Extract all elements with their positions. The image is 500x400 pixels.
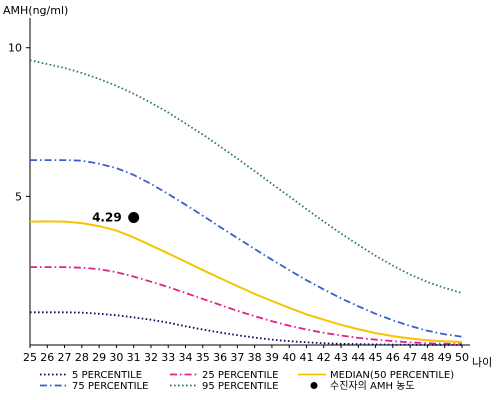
- series-line-95-percentile: [29, 59, 463, 294]
- x-tick-label: 44: [351, 351, 365, 364]
- y-tick-label: 5: [15, 190, 22, 203]
- x-tick-label: 49: [438, 351, 452, 364]
- legend-item: MEDIAN(50 PERCENTILE): [298, 370, 454, 381]
- x-ticks: 25 26 27 28 29 30 31 32 33 34 35 36 37 38 39 40 41 42 43 44…: [23, 345, 469, 364]
- series-lines: [29, 59, 463, 346]
- series-line-5-percentile: [30, 311, 462, 346]
- x-tick-label: 48: [420, 351, 434, 364]
- x-tick-label: 46: [386, 351, 400, 364]
- legend-label: 95 PERCENTILE: [202, 381, 278, 392]
- x-tick-label: 39: [265, 351, 279, 364]
- legend-label: MEDIAN(50 PERCENTILE): [330, 370, 454, 381]
- x-tick-label: 38: [248, 351, 262, 364]
- x-tick-label: 31: [127, 351, 141, 364]
- y-axis-title: AMH(ng/ml): [3, 4, 68, 17]
- x-tick-label: 25: [23, 351, 37, 364]
- legend-item: 95 PERCENTILE: [170, 381, 278, 392]
- x-tick-label: 34: [179, 351, 193, 364]
- x-tick-label: 35: [196, 351, 210, 364]
- series-line-25-percentile: [30, 266, 463, 346]
- series-line-median-50-percentile: [29, 220, 463, 344]
- legend-label: 75 PERCENTILE: [72, 381, 148, 392]
- y-tick-label: 10: [8, 42, 22, 55]
- x-tick-label: 28: [75, 351, 89, 364]
- x-tick-label: 32: [144, 351, 158, 364]
- legend-label: 5 PERCENTILE: [72, 370, 142, 381]
- legend-label: 수진자의 AMH 농도: [330, 380, 415, 392]
- x-tick-label: 43: [334, 351, 348, 364]
- legend-label: 25 PERCENTILE: [202, 370, 278, 381]
- x-tick-label: 30: [109, 351, 123, 364]
- legend-item: 75 PERCENTILE: [40, 381, 148, 392]
- x-tick-label: 27: [58, 351, 72, 364]
- legend-item: 25 PERCENTILE: [170, 370, 278, 381]
- x-tick-label: 45: [369, 351, 383, 364]
- patient-amh-value-label: 4.29: [92, 210, 122, 224]
- x-tick-label: 36: [213, 351, 227, 364]
- series-line-75-percentile: [30, 159, 463, 338]
- x-tick-label: 41: [299, 351, 313, 364]
- legend-item: 5 PERCENTILE: [40, 370, 142, 381]
- x-axis-title: 나이: [472, 356, 492, 369]
- x-tick-label: 40: [282, 351, 296, 364]
- highlight-points: 4.29: [92, 210, 140, 224]
- x-tick-label: 29: [92, 351, 106, 364]
- legend: 5 PERCENTILE 25 PERCENTILE MEDIAN(50 PERCE…: [40, 370, 454, 392]
- x-tick-label: 50: [455, 351, 469, 364]
- x-tick-label: 26: [40, 351, 54, 364]
- y-ticks: 5 10: [8, 42, 30, 203]
- x-tick-label: 47: [403, 351, 417, 364]
- legend-item: 수진자의 AMH 농도: [310, 380, 415, 392]
- x-tick-label: 42: [317, 351, 331, 364]
- x-tick-label: 37: [230, 351, 244, 364]
- legend-marker-icon: [310, 382, 318, 389]
- x-tick-label: 33: [161, 351, 175, 364]
- axes: [29, 18, 470, 346]
- patient-amh-point: [128, 211, 140, 223]
